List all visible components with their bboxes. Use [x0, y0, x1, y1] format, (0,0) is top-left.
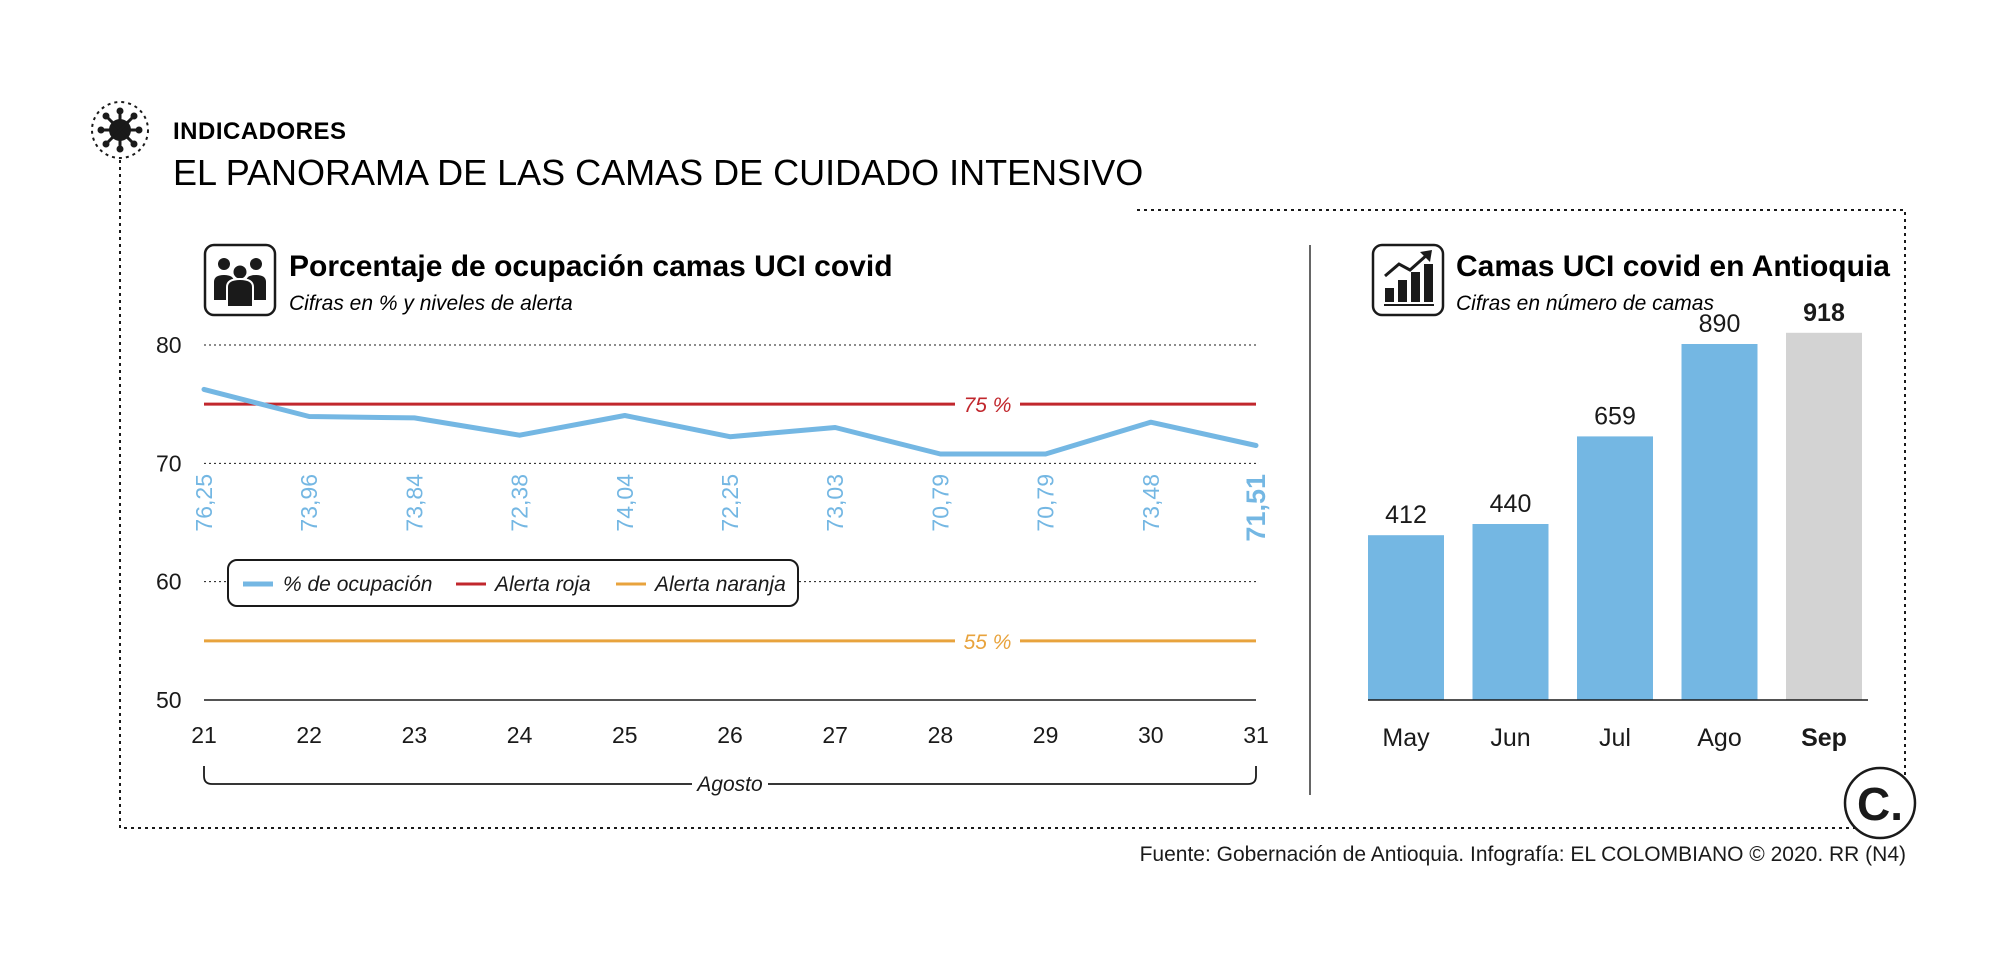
- x-tick-label: 31: [1243, 722, 1269, 748]
- bar-value-label: 440: [1490, 490, 1532, 518]
- bar-value-label: 890: [1699, 310, 1741, 338]
- kicker: INDICADORES: [173, 118, 347, 145]
- data-label: 73,48: [1138, 474, 1164, 532]
- bar-category-label: May: [1382, 724, 1430, 752]
- virus-icon: [91, 101, 149, 159]
- x-tick-label: 22: [296, 722, 322, 748]
- bar: [1368, 535, 1444, 700]
- reference-line-label: 75 %: [964, 394, 1012, 417]
- bar-chart: 412 440 659 890 918 May Jun Jul Ago Sep: [1368, 299, 1868, 752]
- data-label: 73,84: [401, 474, 427, 532]
- data-label: 70,79: [927, 474, 953, 532]
- reference-line-label: 55 %: [964, 631, 1012, 654]
- bar-category-label: Ago: [1697, 724, 1741, 752]
- x-tick-label: 21: [191, 722, 217, 748]
- bar-value-label: 412: [1385, 501, 1427, 529]
- bar-value-label: 659: [1594, 402, 1636, 430]
- y-tick-label: 60: [156, 569, 182, 595]
- legend-label-alerta-roja: Alerta roja: [493, 573, 591, 596]
- x-tick-label: 26: [717, 722, 743, 748]
- bar-category-label: Jul: [1599, 724, 1631, 752]
- source-credit: Fuente: Gobernación de Antioquia. Infogr…: [1140, 843, 1906, 866]
- x-tick-label: 25: [612, 722, 638, 748]
- data-label: 73,03: [822, 474, 848, 532]
- bar: [1681, 344, 1758, 700]
- x-tick-label: 29: [1033, 722, 1059, 748]
- bar-category-label: Sep: [1801, 724, 1847, 752]
- line-chart-subtitle: Cifras en % y niveles de alerta: [289, 292, 573, 315]
- bar-chart-title: Camas UCI covid en Antioquia: [1456, 250, 1890, 283]
- line-chart-title: Porcentaje de ocupación camas UCI covid: [289, 250, 893, 283]
- el-colombiano-logo: C.: [1843, 766, 1917, 840]
- line-chart: 50 60 70 80 75 % 55 % 76,25 73,96 73,84 72,38 74…: [156, 332, 1271, 748]
- logo-letter: C.: [1857, 778, 1903, 830]
- data-label: 76,25: [191, 474, 217, 532]
- x-tick-label: 28: [928, 722, 954, 748]
- y-tick-label: 50: [156, 687, 182, 713]
- bar-value-label: 918: [1803, 299, 1845, 327]
- data-label: 72,25: [717, 474, 743, 532]
- data-label: 72,38: [507, 474, 533, 532]
- data-label: 73,96: [296, 474, 322, 532]
- x-tick-label: 30: [1138, 722, 1164, 748]
- x-tick-label: 27: [822, 722, 848, 748]
- x-axis-bracket: Agosto: [203, 766, 1257, 796]
- legend-label-alerta-naranja: Alerta naranja: [653, 573, 786, 596]
- y-tick-label: 80: [156, 332, 182, 358]
- bar: [1786, 332, 1862, 700]
- legend-label-ocupacion: % de ocupación: [283, 573, 432, 596]
- y-tick-label: 70: [156, 450, 182, 476]
- bar-chart-subtitle: Cifras en número de camas: [1456, 292, 1714, 315]
- bar: [1472, 524, 1549, 700]
- data-label: 71,51: [1241, 474, 1271, 542]
- data-label: 74,04: [612, 474, 638, 532]
- page-title: EL PANORAMA DE LAS CAMAS DE CUIDADO INTE…: [173, 152, 1143, 193]
- bar-growth-icon: [1371, 243, 1445, 317]
- series-line-ocupacion: [201, 386, 1259, 457]
- people-icon: [203, 243, 277, 317]
- data-label: 70,79: [1033, 474, 1059, 532]
- bar: [1577, 436, 1653, 700]
- chart-legend: % de ocupación Alerta roja Alerta naranj…: [227, 559, 799, 607]
- x-axis-label: Agosto: [695, 773, 763, 796]
- x-tick-label: 23: [402, 722, 428, 748]
- x-tick-label: 24: [507, 722, 533, 748]
- bar-category-label: Jun: [1490, 724, 1530, 752]
